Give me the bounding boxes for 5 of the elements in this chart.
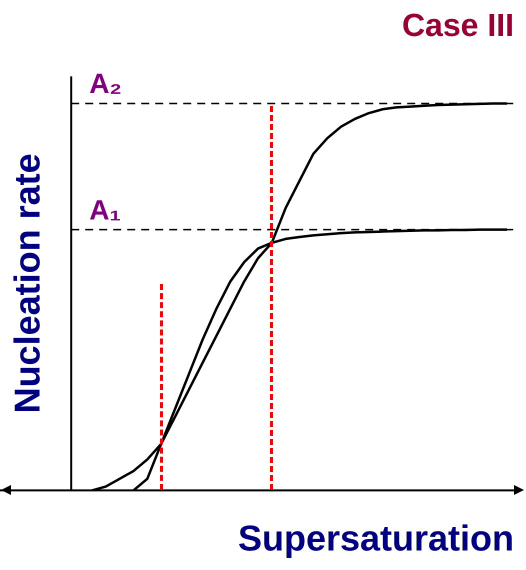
y-axis-title: Nucleation rate <box>6 153 48 414</box>
ref-line-label: A₂ <box>89 68 122 100</box>
x-axis-title: Supersaturation <box>238 517 514 558</box>
ref-line-label: A₁ <box>89 194 122 226</box>
chart-title: Case III <box>402 7 514 44</box>
